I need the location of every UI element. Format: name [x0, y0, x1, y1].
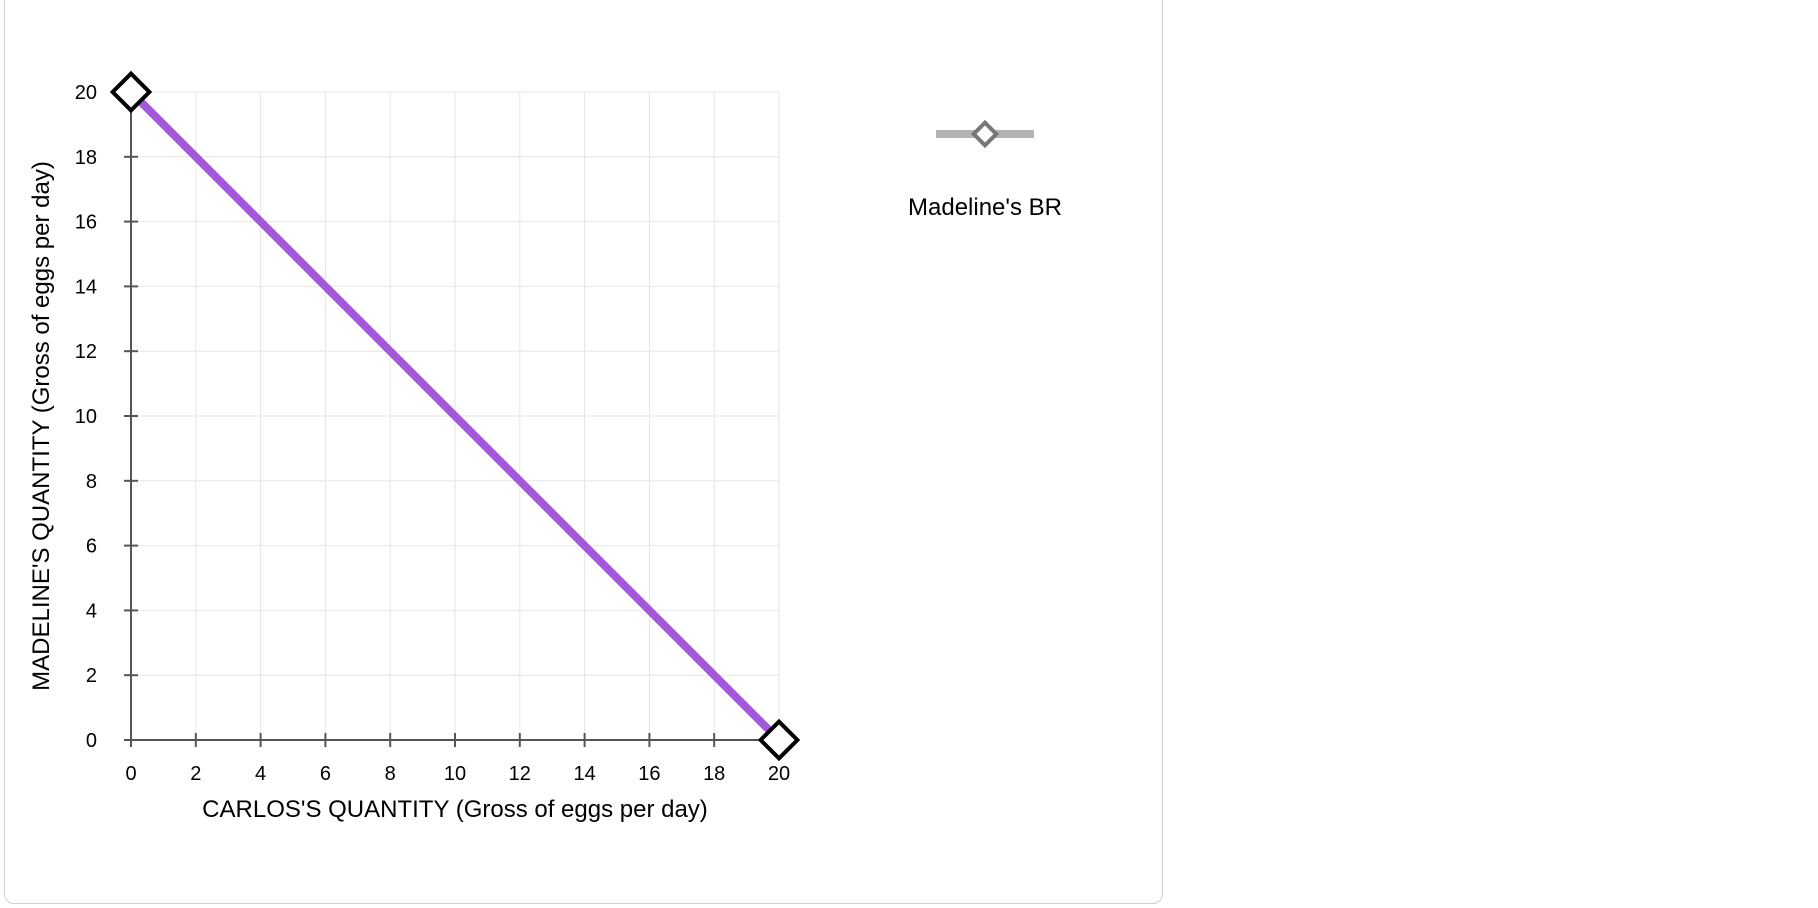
x-tick-label: 16 [638, 763, 660, 785]
y-tick-label: 8 [86, 471, 97, 493]
y-axis-ticks: 0 2 4 6 8 10 12 14 16 18 20 [75, 82, 138, 752]
x-tick-label: 10 [444, 763, 466, 785]
y-tick-label: 16 [75, 212, 97, 234]
x-tick-label: 2 [190, 763, 201, 785]
x-tick-label: 4 [255, 763, 266, 785]
y-tick-label: 2 [86, 665, 97, 687]
y-tick-label: 14 [75, 276, 97, 298]
chart-series[interactable] [109, 70, 801, 762]
x-tick-label: 8 [385, 763, 396, 785]
series-line-madelines-br[interactable] [128, 89, 782, 743]
y-tick-label: 0 [86, 730, 97, 752]
x-tick-label: 0 [125, 763, 136, 785]
series-point-diamond[interactable] [757, 718, 801, 762]
y-tick-label: 10 [75, 406, 97, 428]
legend-label: Madeline's BR [908, 194, 1062, 221]
x-tick-label: 18 [703, 763, 725, 785]
y-axis-label: MADELINE'S QUANTITY (Gross of eggs per d… [28, 161, 55, 691]
legend-swatch[interactable] [880, 110, 1090, 170]
series-point-diamond[interactable] [109, 70, 153, 114]
chart-grid [130, 91, 780, 741]
y-tick-label: 18 [75, 147, 97, 169]
y-tick-label: 4 [86, 600, 97, 622]
x-tick-label: 14 [573, 763, 595, 785]
x-tick-label: 20 [768, 763, 790, 785]
legend: Madeline's BR [880, 110, 1090, 230]
x-tick-label: 6 [320, 763, 331, 785]
y-tick-label: 20 [75, 82, 97, 104]
x-axis-label: CARLOS'S QUANTITY (Gross of eggs per day… [202, 796, 708, 823]
x-tick-label: 12 [509, 763, 531, 785]
y-tick-label: 6 [86, 536, 97, 558]
y-tick-label: 12 [75, 341, 97, 363]
legend-diamond-icon [970, 119, 1000, 149]
graph-panel [4, 0, 1163, 904]
x-axis-ticks: 0 2 4 6 8 10 12 14 16 18 20 [125, 733, 790, 785]
